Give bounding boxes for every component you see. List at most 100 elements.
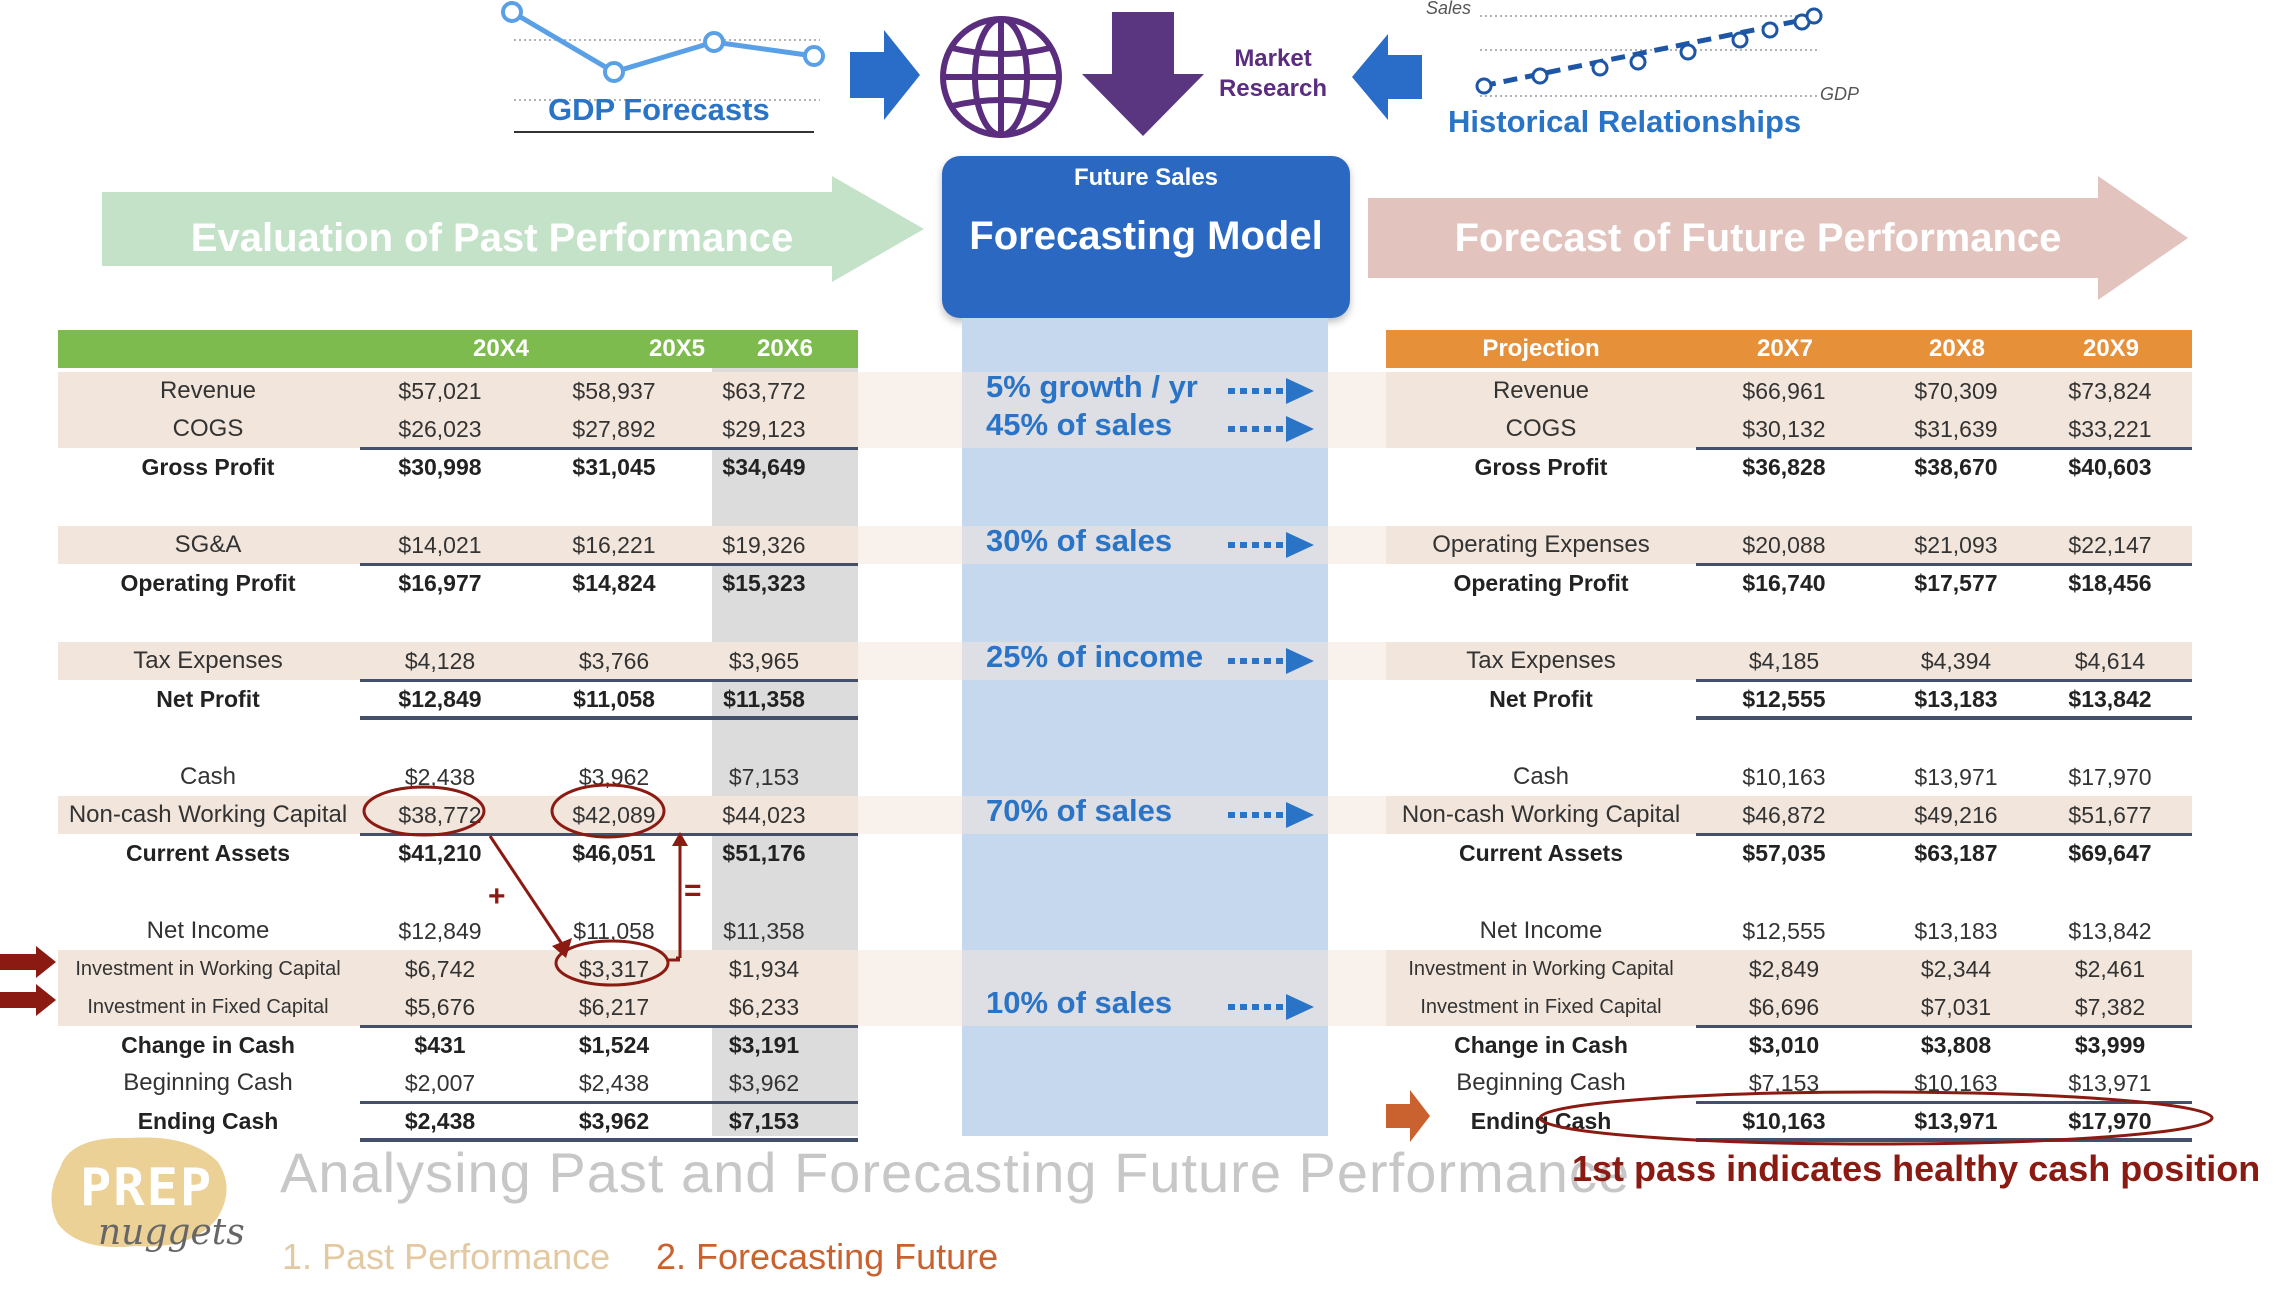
step-past-performance[interactable]: 1. Past Performance — [282, 1236, 611, 1277]
right-cell-current-assets-1: $57,035 — [1742, 840, 1826, 866]
right-cell-current-assets-3: $69,647 — [2068, 840, 2152, 866]
left-label-net-income: Net Income — [146, 917, 270, 944]
left-label-revenue: Revenue — [159, 377, 257, 404]
dashed-arrow-icon — [1228, 532, 1314, 558]
right-row-revenue: Revenue $66,961 $70,309 $73,824 — [1386, 372, 2192, 410]
left-cell-operating-profit-2: $14,824 — [572, 570, 656, 596]
right-cell-gross-profit-2: $38,670 — [1914, 454, 1998, 480]
left-header-20x6: 20X6 — [756, 335, 814, 362]
left-label-tax-expenses: Tax Expenses — [133, 647, 283, 674]
right-row-tax-expenses: Tax Expenses $4,185 $4,394 $4,614 — [1386, 642, 2192, 680]
dashed-arrow-icon — [1228, 648, 1314, 674]
left-cell-sg-a-2: $16,221 — [572, 532, 656, 558]
dashed-arrow-icon — [1228, 378, 1314, 404]
left-underline — [360, 1101, 858, 1104]
right-cell-ending-cash-2: $13,971 — [1914, 1108, 1998, 1134]
left-cell-gross-profit-3: $34,649 — [722, 454, 806, 480]
left-cell-tax-expenses-2: $3,766 — [578, 648, 650, 674]
right-cell-operating-expenses-2: $21,093 — [1914, 532, 1998, 558]
right-cell-net-income-1: $12,555 — [1742, 918, 1826, 944]
right-cell-gross-profit-3: $40,603 — [2068, 454, 2152, 480]
left-cell-tax-expenses-1: $4,128 — [404, 648, 476, 674]
right-cell-beginning-cash-2: $10,163 — [1914, 1070, 1998, 1096]
left-cell-investment-in-fixed-capital-3: $6,233 — [728, 994, 800, 1020]
right-cell-tax-expenses-3: $4,614 — [2074, 648, 2146, 674]
left-row-cogs: COGS $26,023 $27,892 $29,123 — [58, 410, 858, 448]
left-cell-current-assets-1: $41,210 — [398, 840, 482, 866]
left-cell-change-in-cash-2: $1,524 — [578, 1032, 650, 1058]
gdp-forecast-chart — [501, 1, 825, 133]
left-double-underline — [360, 717, 858, 720]
right-label-tax-expenses: Tax Expenses — [1466, 647, 1616, 674]
right-row-investment-in-fixed-capital: Investment in Fixed Capital $6,696 $7,031 $… — [1386, 988, 2192, 1026]
footer-title: Analysing Past and Forecasting Future Pe… — [280, 1141, 1631, 1204]
left-cell-tax-expenses-3: $3,965 — [728, 648, 800, 674]
globe-icon — [940, 16, 1062, 138]
left-cell-ending-cash-2: $3,962 — [578, 1108, 650, 1134]
right-cell-investment-in-working-capital-1: $2,849 — [1748, 956, 1820, 982]
past-performance-banner: Evaluation of Past Performance — [190, 216, 794, 260]
left-cell-non-cash-working-capital-2: $42,089 — [572, 802, 656, 828]
right-label-cogs: COGS — [1505, 415, 1577, 442]
left-cell-operating-profit-1: $16,977 — [398, 570, 482, 596]
method-30-of-sales: 30% of sales — [986, 523, 1173, 558]
method-70-of-sales: 70% of sales — [986, 793, 1173, 828]
right-cell-revenue-2: $70,309 — [1914, 378, 1998, 404]
right-double-underline — [1696, 1139, 2192, 1142]
left-cell-operating-profit-3: $15,323 — [722, 570, 806, 596]
left-underline — [360, 679, 858, 682]
left-label-gross-profit: Gross Profit — [141, 454, 275, 480]
left-row-sg-a: SG&A $14,021 $16,221 $19,326 — [58, 526, 858, 564]
left-label-ending-cash: Ending Cash — [137, 1108, 279, 1134]
right-cell-ending-cash-3: $17,970 — [2068, 1108, 2152, 1134]
right-cell-cash-1: $10,163 — [1742, 764, 1826, 790]
left-label-cogs: COGS — [172, 415, 244, 442]
future-sales-label: Future Sales — [1073, 164, 1219, 191]
step-forecasting-future[interactable]: 2. Forecasting Future — [656, 1236, 999, 1277]
pointer-arrow-iwc — [0, 946, 56, 978]
pointer-arrow-ifc — [0, 984, 56, 1016]
right-cell-net-income-3: $13,842 — [2068, 918, 2152, 944]
left-cell-non-cash-working-capital-3: $44,023 — [722, 802, 806, 828]
future-performance-banner: Forecast of Future Performance — [1454, 216, 2062, 260]
left-row-beginning-cash: Beginning Cash $2,007 $2,438 $3,962 — [58, 1064, 858, 1102]
left-row-gross-profit: Gross Profit $30,998 $31,045 $34,649 — [58, 448, 858, 486]
left-label-net-profit: Net Profit — [156, 686, 260, 712]
right-cell-current-assets-2: $63,187 — [1914, 840, 1998, 866]
right-cell-net-income-2: $13,183 — [1914, 918, 1998, 944]
right-cell-beginning-cash-3: $13,971 — [2068, 1070, 2152, 1096]
left-cell-cash-3: $7,153 — [728, 764, 800, 790]
right-cell-cash-3: $17,970 — [2068, 764, 2152, 790]
left-cell-cash-2: $3,962 — [578, 764, 650, 790]
left-row-net-income: Net Income $12,849 $11,058 $11,358 — [58, 912, 858, 950]
left-label-investment-in-fixed-capital: Investment in Fixed Capital — [87, 996, 329, 1018]
right-header-20x7: 20X7 — [1756, 335, 1814, 362]
left-row-current-assets: Current Assets $41,210 $46,051 $51,176 — [58, 834, 858, 872]
left-cell-net-income-1: $12,849 — [398, 918, 482, 944]
right-row-net-income: Net Income $12,555 $13,183 $13,842 — [1386, 912, 2192, 950]
left-cell-cash-1: $2,438 — [404, 764, 476, 790]
method-25-of-income: 25% of income — [986, 639, 1204, 674]
left-cell-beginning-cash-1: $2,007 — [404, 1070, 476, 1096]
right-row-gross-profit: Gross Profit $36,828 $38,670 $40,603 — [1386, 448, 2192, 486]
left-cell-current-assets-3: $51,176 — [722, 840, 806, 866]
right-cell-change-in-cash-3: $3,999 — [2074, 1032, 2146, 1058]
left-cell-cogs-1: $26,023 — [398, 416, 482, 442]
right-row-change-in-cash: Change in Cash $3,010 $3,808 $3,999 — [1386, 1026, 2192, 1064]
logo-prep-text: PREP — [80, 1158, 214, 1218]
left-double-underline — [360, 1139, 858, 1142]
forecasting-model-label: Forecasting Model — [969, 214, 1323, 258]
right-label-ending-cash: Ending Cash — [1470, 1108, 1612, 1134]
healthy-cash-note: 1st pass indicates healthy cash position — [1572, 1148, 2261, 1189]
hist-sales-axis-label: Sales — [1426, 0, 1472, 18]
right-header-20x8: 20X8 — [1928, 335, 1986, 362]
left-cell-cogs-3: $29,123 — [722, 416, 806, 442]
right-underline — [1696, 563, 2192, 566]
right-row-cash: Cash $10,163 $13,971 $17,970 — [1386, 758, 2192, 796]
right-cell-investment-in-fixed-capital-3: $7,382 — [2074, 994, 2146, 1020]
left-cell-current-assets-2: $46,051 — [572, 840, 656, 866]
left-label-change-in-cash: Change in Cash — [121, 1032, 295, 1058]
left-label-cash: Cash — [179, 763, 237, 790]
right-row-net-profit: Net Profit $12,555 $13,183 $13,842 — [1386, 680, 2192, 718]
right-underline — [1696, 447, 2192, 450]
